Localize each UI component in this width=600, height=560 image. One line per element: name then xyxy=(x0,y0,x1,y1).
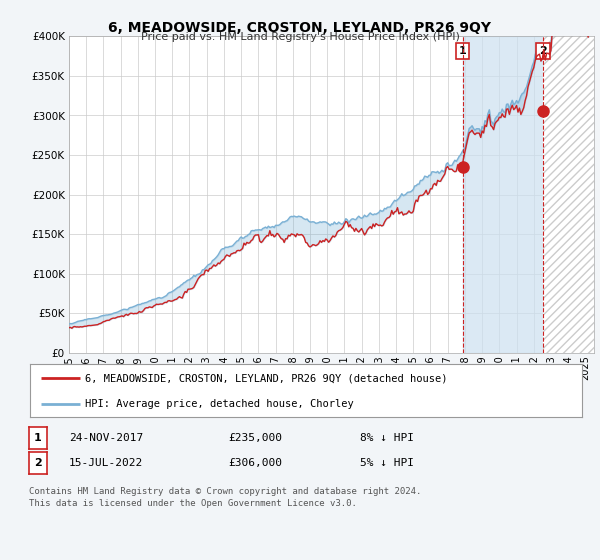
Text: 6, MEADOWSIDE, CROSTON, LEYLAND, PR26 9QY: 6, MEADOWSIDE, CROSTON, LEYLAND, PR26 9Q… xyxy=(109,21,491,35)
Text: Price paid vs. HM Land Registry's House Price Index (HPI): Price paid vs. HM Land Registry's House … xyxy=(140,32,460,43)
Text: Contains HM Land Registry data © Crown copyright and database right 2024.
This d: Contains HM Land Registry data © Crown c… xyxy=(29,487,421,508)
Text: 24-NOV-2017: 24-NOV-2017 xyxy=(69,433,143,443)
Text: 5% ↓ HPI: 5% ↓ HPI xyxy=(360,458,414,468)
Text: HPI: Average price, detached house, Chorley: HPI: Average price, detached house, Chor… xyxy=(85,399,354,409)
Bar xyxy=(543,36,594,353)
Text: 1: 1 xyxy=(34,433,41,443)
Text: 2: 2 xyxy=(539,46,547,56)
Bar xyxy=(463,36,543,353)
Text: £306,000: £306,000 xyxy=(228,458,282,468)
Text: 6, MEADOWSIDE, CROSTON, LEYLAND, PR26 9QY (detached house): 6, MEADOWSIDE, CROSTON, LEYLAND, PR26 9Q… xyxy=(85,374,448,384)
Text: 2: 2 xyxy=(34,458,41,468)
Text: 15-JUL-2022: 15-JUL-2022 xyxy=(69,458,143,468)
Text: 8% ↓ HPI: 8% ↓ HPI xyxy=(360,433,414,443)
Bar xyxy=(543,36,594,353)
Text: £235,000: £235,000 xyxy=(228,433,282,443)
Text: 1: 1 xyxy=(459,46,467,56)
